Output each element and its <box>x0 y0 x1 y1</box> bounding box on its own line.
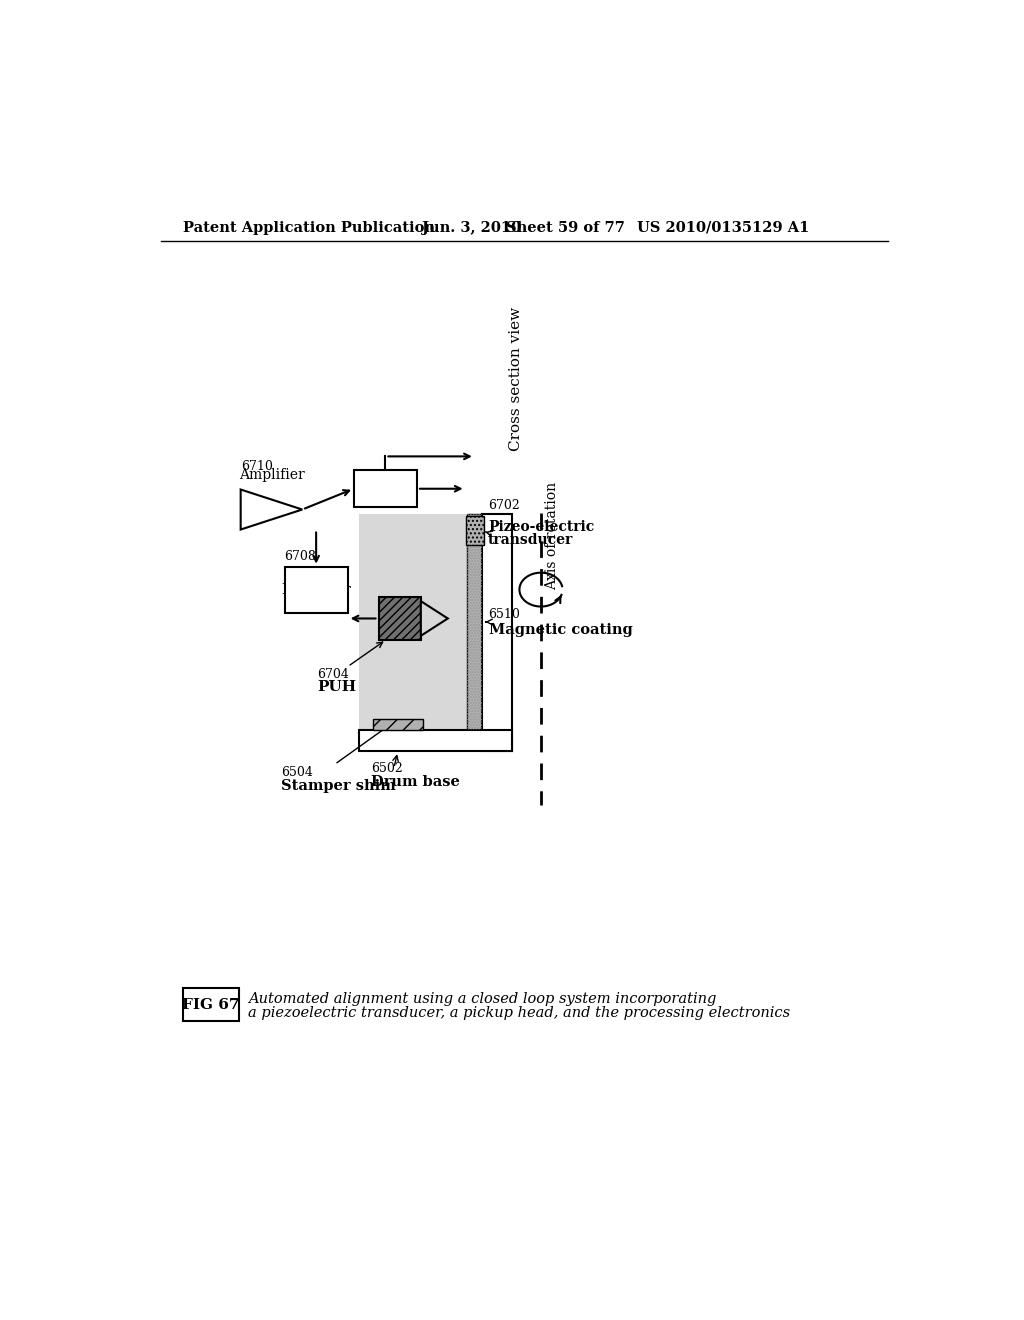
Bar <box>183 989 240 1020</box>
Bar <box>467 515 482 730</box>
Text: PUH: PUH <box>316 680 356 694</box>
Bar <box>467 515 482 730</box>
Text: Magnetic coating: Magnetic coating <box>488 623 633 636</box>
Polygon shape <box>241 490 302 529</box>
Text: Processor: Processor <box>282 582 351 597</box>
Bar <box>359 730 512 751</box>
Text: Amplifier: Amplifier <box>239 467 304 482</box>
Text: US 2010/0135129 A1: US 2010/0135129 A1 <box>637 220 810 235</box>
Text: Automated alignment using a closed loop system incorporating: Automated alignment using a closed loop … <box>249 993 717 1006</box>
Bar <box>466 516 484 545</box>
Bar <box>354 470 417 507</box>
Text: 6702: 6702 <box>487 499 519 512</box>
Bar <box>379 597 421 640</box>
Text: Axis of rotation: Axis of rotation <box>546 482 559 590</box>
Text: Cross section view: Cross section view <box>509 306 523 451</box>
Bar <box>482 515 512 751</box>
Bar <box>359 515 482 730</box>
Text: Sheet 59 of 77: Sheet 59 of 77 <box>506 220 625 235</box>
Text: FIG 67: FIG 67 <box>182 998 240 1011</box>
Text: Stamper shim: Stamper shim <box>281 779 395 793</box>
Text: 6704: 6704 <box>316 668 349 681</box>
Text: Jun. 3, 2010: Jun. 3, 2010 <box>422 220 521 235</box>
Text: Pizeo-electric: Pizeo-electric <box>487 520 594 535</box>
Text: Drum base: Drum base <box>371 775 460 789</box>
Text: transducer: transducer <box>487 533 573 548</box>
Text: 6502: 6502 <box>371 762 402 775</box>
Text: Patent Application Publication: Patent Application Publication <box>183 220 435 235</box>
Text: 6708: 6708 <box>285 549 316 562</box>
Bar <box>285 566 348 612</box>
Text: 6710: 6710 <box>241 459 272 473</box>
Text: a piezoelectric transducer, a pickup head, and the processing electronics: a piezoelectric transducer, a pickup hea… <box>249 1006 791 1020</box>
Bar <box>373 719 423 730</box>
Text: 6504: 6504 <box>281 766 312 779</box>
Polygon shape <box>421 601 447 636</box>
Text: 6510: 6510 <box>488 607 520 620</box>
